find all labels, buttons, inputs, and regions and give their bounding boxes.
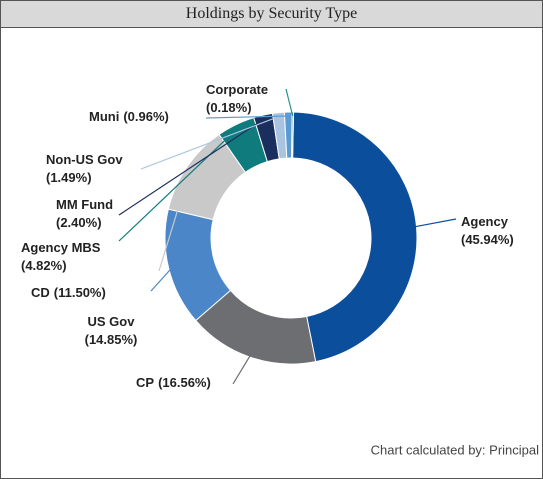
data-label: Agency (45.94%) bbox=[461, 214, 514, 247]
data-label: Corporate (0.18%) bbox=[206, 82, 268, 115]
donut-slice bbox=[292, 111, 418, 363]
label-value: (2.40%) bbox=[56, 215, 102, 230]
label-value: (0.96%) bbox=[123, 109, 169, 124]
label-value: (16.56%) bbox=[158, 375, 211, 390]
label-name: Muni bbox=[89, 109, 119, 124]
leader-line bbox=[285, 88, 294, 117]
label-value: (1.49%) bbox=[46, 170, 92, 185]
leader-line bbox=[205, 115, 289, 119]
label-name: Agency bbox=[461, 214, 509, 229]
leader-line bbox=[140, 116, 280, 170]
data-label: Agency MBS (4.82%) bbox=[21, 240, 101, 273]
label-name: MM Fund bbox=[56, 197, 113, 212]
data-label: Muni (0.96%) bbox=[89, 109, 169, 124]
data-label: CP (16.56%) bbox=[136, 375, 211, 390]
data-label: MM Fund (2.40%) bbox=[56, 197, 113, 230]
label-name: Agency MBS bbox=[21, 240, 101, 255]
leader-line bbox=[158, 169, 191, 272]
footnote: Chart calculated by: Principal bbox=[371, 442, 539, 457]
leader-line bbox=[150, 266, 173, 292]
label-name: CP bbox=[136, 375, 154, 390]
leader-line bbox=[232, 353, 252, 385]
data-label: US Gov (14.85%) bbox=[85, 314, 138, 347]
label-name: Corporate bbox=[206, 82, 268, 97]
label-value: (4.82%) bbox=[21, 258, 67, 273]
chart-title: Holdings by Security Type bbox=[1, 1, 542, 28]
leader-line bbox=[118, 127, 238, 242]
label-name: Non-US Gov bbox=[46, 152, 123, 167]
label-value: (11.50%) bbox=[54, 285, 106, 300]
leader-line bbox=[412, 218, 457, 228]
data-label: CD (11.50%) bbox=[31, 285, 106, 300]
data-label: Non-US Gov (1.49%) bbox=[46, 152, 123, 185]
label-value: (45.94%) bbox=[461, 232, 514, 247]
label-name: CD bbox=[31, 285, 50, 300]
donut-slice bbox=[291, 111, 295, 159]
label-value: (0.18%) bbox=[206, 100, 252, 115]
label-name: US Gov bbox=[88, 314, 136, 329]
leader-line bbox=[118, 118, 265, 216]
label-value: (14.85%) bbox=[85, 332, 138, 347]
